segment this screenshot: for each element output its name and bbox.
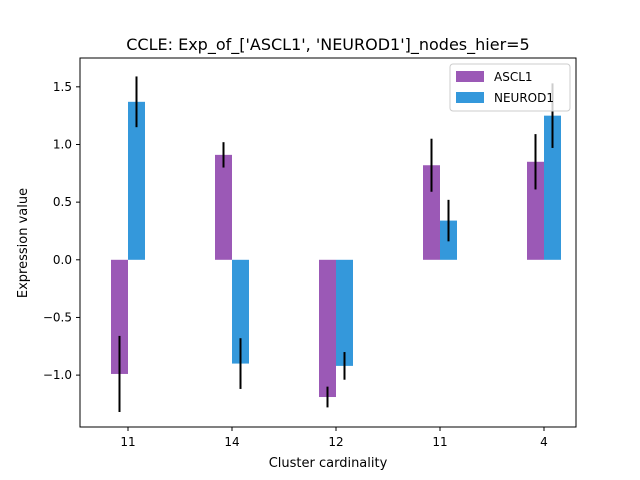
x-tick-label-0: 11 — [120, 435, 135, 449]
x-tick-label-1: 14 — [224, 435, 239, 449]
bar-neurod1-1 — [232, 259, 249, 364]
y-axis-label: Expression value — [16, 188, 31, 298]
plot-frame — [79, 57, 577, 428]
y-tick-label-5: 1.5 — [53, 80, 72, 94]
x-axis-label: Cluster cardinality — [269, 456, 388, 471]
bar-ascl1-3 — [423, 165, 440, 260]
bar-neurod1-0 — [128, 101, 145, 260]
bar-ascl1-1 — [215, 154, 232, 260]
plot-area: 11 14 12 11 4 −1.0 −0.5 0.0 0.5 1.0 1.5 — [43, 76, 561, 449]
x-tick-label-3: 11 — [432, 435, 447, 449]
y-tick-label-4: 1.0 — [53, 137, 72, 151]
bar-ascl1-0 — [111, 259, 128, 374]
y-tick-label-2: 0.0 — [53, 253, 72, 267]
y-tick-label-3: 0.5 — [53, 195, 72, 209]
y-tick-label-1: −0.5 — [43, 310, 72, 324]
chart-title: CCLE: Exp_of_['ASCL1', 'NEUROD1']_nodes_… — [126, 35, 529, 55]
bar-ascl1-2 — [319, 259, 336, 398]
bar-neurod1-4 — [544, 115, 561, 260]
legend-label-neurod1: NEUROD1 — [494, 91, 554, 105]
y-tick-label-0: −1.0 — [43, 368, 72, 382]
x-tick-label-2: 12 — [328, 435, 343, 449]
legend-label-ascl1: ASCL1 — [494, 70, 533, 84]
bar-neurod1-2 — [336, 259, 353, 366]
bar-ascl1-4 — [527, 161, 544, 260]
legend: ASCL1 NEUROD1 — [449, 63, 571, 112]
legend-swatch-ascl1 — [456, 71, 484, 82]
x-tick-label-4: 4 — [540, 435, 548, 449]
legend-swatch-neurod1 — [456, 92, 484, 103]
